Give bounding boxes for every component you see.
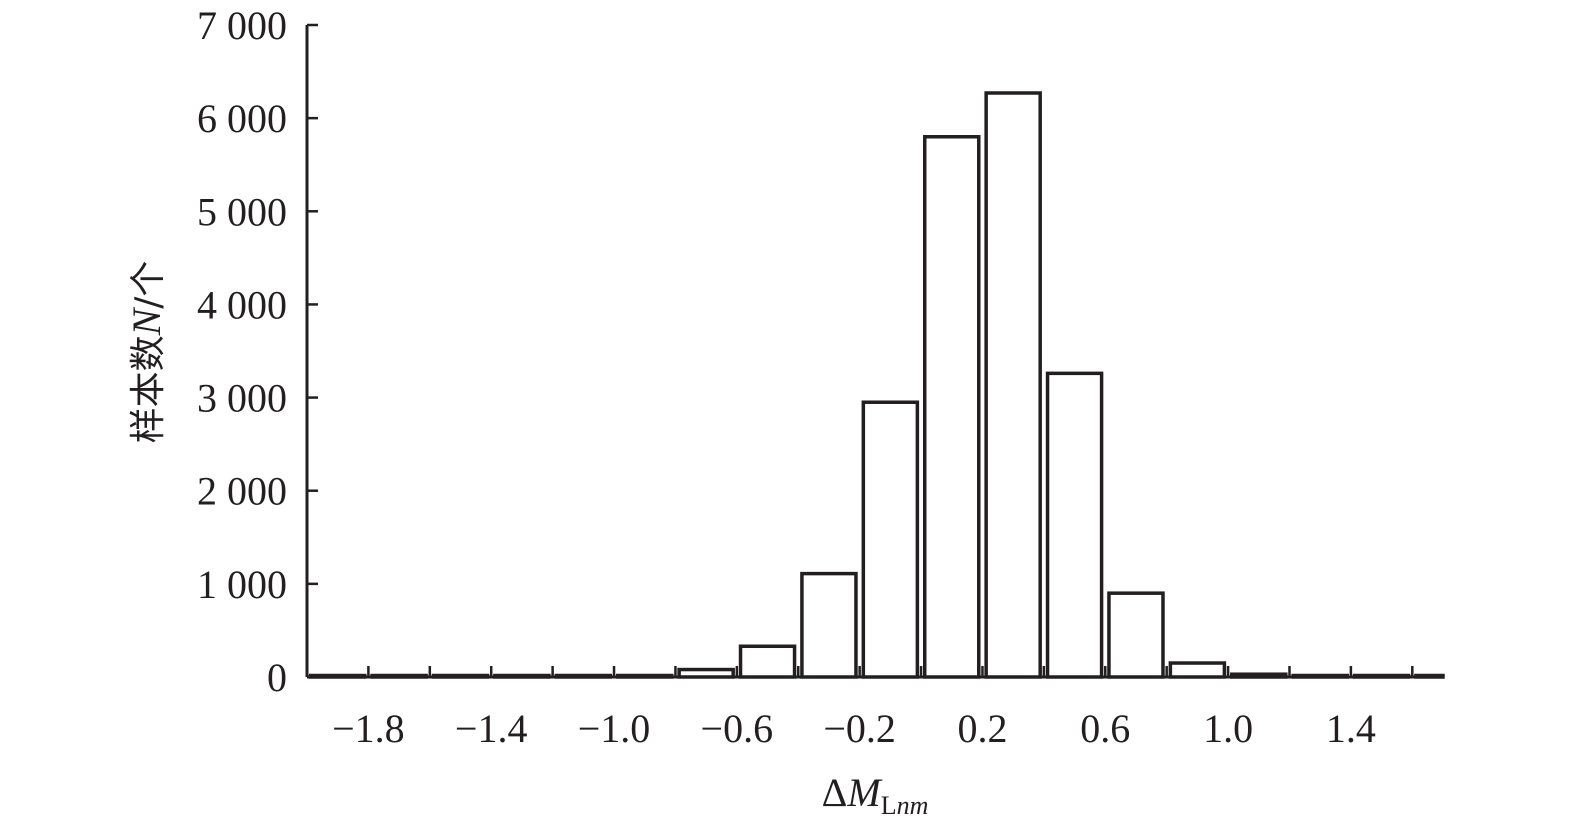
bar-12	[1045, 371, 1104, 679]
y-tick-label-1: 1 000	[197, 562, 287, 607]
y-axis-title: 样本数N/个	[124, 261, 169, 444]
x-tick-label-1: −1.4	[455, 706, 528, 751]
x-axis-title: ΔMLnm	[822, 770, 929, 820]
axes-group	[305, 23, 1443, 679]
bar-11	[984, 91, 1042, 679]
bars-group	[308, 91, 1445, 679]
bar-8	[800, 571, 858, 679]
y-tick-label-7: 7 000	[197, 3, 287, 48]
labels-group: 0 1 000 2 000 3 000 4 000 5 000 6 000 7 000 −1.8…	[124, 3, 1376, 820]
y-tick-label-4: 4 000	[197, 282, 287, 327]
x-tick-label-8: 1.4	[1326, 706, 1376, 751]
x-tick-label-6: 0.6	[1080, 706, 1130, 751]
x-tick-label-0: −1.8	[332, 706, 405, 751]
x-tick-label-2: −1.0	[578, 706, 651, 751]
bar-14	[1168, 661, 1227, 679]
y-tick-label-3: 3 000	[197, 376, 287, 421]
x-tick-label-7: 1.0	[1203, 706, 1253, 751]
y-tick-label-0: 0	[267, 655, 287, 700]
bar-10	[922, 135, 981, 679]
bar-7	[738, 644, 797, 679]
bar-9	[861, 400, 920, 679]
y-tick-label-5: 5 000	[197, 189, 287, 234]
y-tick-label-2: 2 000	[197, 469, 287, 514]
y-tick-label-6: 6 000	[197, 96, 287, 141]
x-tick-label-3: −0.6	[701, 706, 774, 751]
x-tick-label-5: 0.2	[957, 706, 1007, 751]
x-tick-label-4: −0.2	[823, 706, 896, 751]
bar-13	[1107, 591, 1165, 679]
